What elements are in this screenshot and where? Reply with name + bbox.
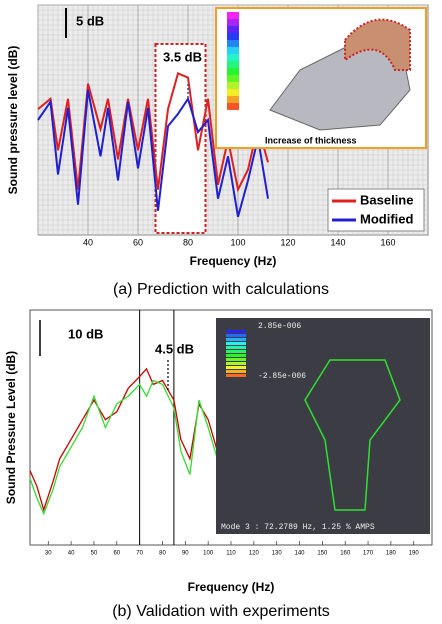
colorbar xyxy=(227,47,239,54)
x-tick-label: 160 xyxy=(380,237,395,247)
colorbar xyxy=(226,330,246,333)
annotation: 10 dB xyxy=(68,326,103,341)
inset-label: Mode 3 : 72.2789 Hz, 1.25 % AMPS xyxy=(221,523,375,532)
x-tick-label: 100 xyxy=(203,551,214,557)
colorbar xyxy=(227,33,239,40)
colorbar xyxy=(227,19,239,26)
colorbar xyxy=(226,366,246,369)
colorbar xyxy=(226,370,246,373)
colorbar xyxy=(226,358,246,361)
colorbar xyxy=(227,89,239,96)
colorbar xyxy=(227,75,239,82)
colorbar xyxy=(227,103,239,110)
x-tick-label: 160 xyxy=(340,551,351,557)
colorbar xyxy=(226,342,246,345)
x-tick-label: 60 xyxy=(113,551,120,557)
x-tick-label: 80 xyxy=(183,237,193,247)
inset-label: 2.85e-006 xyxy=(258,322,301,331)
x-tick-label: 190 xyxy=(409,551,420,557)
colorbar xyxy=(227,96,239,103)
x-tick-label: 140 xyxy=(330,237,345,247)
x-tick-label: 30 xyxy=(45,551,52,557)
x-tick-label: 90 xyxy=(182,551,189,557)
x-tick-label: 40 xyxy=(68,551,75,557)
x-tick-label: 50 xyxy=(91,551,98,557)
annotation: 4.5 dB xyxy=(155,341,194,356)
highlight-box xyxy=(156,44,206,233)
x-tick-label: 40 xyxy=(83,237,93,247)
x-tick-label: 60 xyxy=(133,237,143,247)
legend-label: Modified xyxy=(360,211,413,226)
x-tick-label: 70 xyxy=(136,551,143,557)
legend-label: Baseline xyxy=(360,192,413,207)
x-tick-label: 180 xyxy=(386,551,397,557)
x-tick-label: 100 xyxy=(230,237,245,247)
colorbar xyxy=(227,61,239,68)
x-tick-label: 80 xyxy=(159,551,166,557)
colorbar xyxy=(226,350,246,353)
x-tick-label: 140 xyxy=(295,551,306,557)
colorbar xyxy=(226,334,246,337)
colorbar xyxy=(226,374,246,377)
colorbar xyxy=(227,12,239,19)
x-tick-label: 120 xyxy=(280,237,295,247)
colorbar xyxy=(226,362,246,365)
x-tick-label: 120 xyxy=(249,551,260,557)
x-axis-label: Frequency (Hz) xyxy=(190,254,277,268)
colorbar xyxy=(227,26,239,33)
caption: (a) Prediction with calculations xyxy=(113,281,329,298)
colorbar xyxy=(226,346,246,349)
colorbar xyxy=(227,54,239,61)
colorbar xyxy=(226,338,246,341)
inset-image xyxy=(216,318,430,534)
colorbar xyxy=(227,68,239,75)
annotation: 3.5 dB xyxy=(163,49,202,64)
x-tick-label: 150 xyxy=(317,551,328,557)
x-tick-label: 170 xyxy=(363,551,374,557)
caption: (b) Validation with experiments xyxy=(112,603,330,620)
colorbar xyxy=(226,354,246,357)
x-tick-label: 130 xyxy=(272,551,283,557)
colorbar xyxy=(227,82,239,89)
colorbar xyxy=(227,40,239,47)
inset-label: Increase of thickness xyxy=(265,135,357,145)
y-axis-label: Sound Pressure Level (dB) xyxy=(4,351,18,504)
x-tick-label: 110 xyxy=(226,551,236,557)
annotation: 5 dB xyxy=(76,13,104,28)
y-axis-label: Sound pressure level (dB) xyxy=(6,46,20,195)
x-axis-label: Frequency (Hz) xyxy=(188,580,275,594)
figure: 40 60 80 100 120 140 160 Frequency (Hz) Sound pr… xyxy=(0,0,442,624)
inset-label: -2.85e-006 xyxy=(258,372,306,381)
